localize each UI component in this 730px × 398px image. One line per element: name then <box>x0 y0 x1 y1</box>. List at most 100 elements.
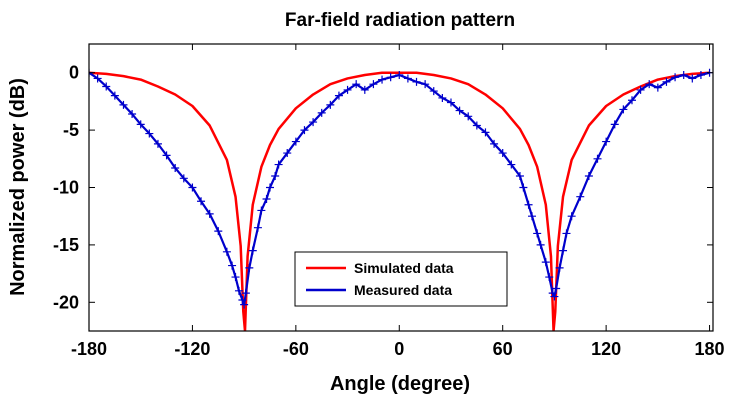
measured-point <box>265 183 274 192</box>
measured-point <box>343 85 352 94</box>
measured-point <box>536 240 545 249</box>
measured-point <box>696 70 705 79</box>
x-tick-label: -120 <box>174 339 210 359</box>
x-axis-label: Angle (degree) <box>330 373 470 395</box>
measured-point <box>136 120 145 129</box>
legend-label-simulated: Simulated data <box>354 260 454 276</box>
measured-point <box>602 137 611 146</box>
measured-point <box>253 223 262 232</box>
x-tick-label: 0 <box>394 339 404 359</box>
x-tick-label: 60 <box>493 339 513 359</box>
measured-point <box>481 128 490 137</box>
measured-point <box>110 91 119 100</box>
measured-point <box>271 172 280 181</box>
legend-label-measured: Measured data <box>354 282 452 298</box>
measured-point <box>653 83 662 92</box>
measured-point <box>326 100 335 109</box>
measured-point <box>171 163 180 172</box>
measured-point <box>567 212 576 221</box>
measured-point <box>234 286 243 295</box>
measured-point <box>179 174 188 183</box>
measured-point <box>162 151 171 160</box>
measured-point <box>455 106 464 115</box>
measured-point <box>309 118 318 127</box>
measured-point <box>214 227 223 236</box>
measured-point <box>128 110 137 119</box>
measured-point <box>636 85 645 94</box>
chart-title: Far-field radiation pattern <box>285 10 515 31</box>
measured-point <box>679 70 688 79</box>
measured-point <box>541 258 550 267</box>
measured-point <box>241 289 250 298</box>
measured-point <box>562 229 571 238</box>
y-tick-label: -15 <box>53 235 79 255</box>
measured-point <box>688 74 697 83</box>
measured-point <box>662 77 671 86</box>
measured-point <box>317 108 326 117</box>
y-tick-label: -20 <box>53 292 79 312</box>
measured-point <box>576 192 585 201</box>
x-tick-label: 180 <box>695 339 725 359</box>
measured-point <box>188 183 197 192</box>
legend-box <box>294 251 508 307</box>
y-tick-label: -5 <box>63 120 79 140</box>
measured-point <box>528 212 537 221</box>
measured-point <box>545 273 554 282</box>
measured-point <box>472 121 481 130</box>
measured-point <box>262 194 271 203</box>
measured-point <box>584 172 593 181</box>
measured-point <box>334 91 343 100</box>
measured-point <box>102 82 111 91</box>
measured-point <box>378 75 387 84</box>
measured-point <box>222 247 231 256</box>
measured-point <box>386 73 395 82</box>
measured-point <box>421 80 430 89</box>
measured-point <box>619 105 628 114</box>
legend: Simulated data Measured data <box>294 251 508 307</box>
measured-point <box>283 149 292 158</box>
measured-point <box>438 93 447 102</box>
measured-point <box>360 85 369 94</box>
measured-point <box>369 80 378 89</box>
measured-point <box>93 74 102 83</box>
measured-point <box>490 139 499 148</box>
measured-point <box>257 206 266 215</box>
measured-point <box>671 73 680 82</box>
measured-point <box>240 300 249 309</box>
x-tick-label: 120 <box>591 339 621 359</box>
measured-point <box>627 96 636 105</box>
measured-point <box>507 160 516 169</box>
measured-point <box>145 129 154 138</box>
measured-point <box>245 263 254 272</box>
measured-point <box>228 261 237 270</box>
measured-point <box>274 160 283 169</box>
measured-point <box>498 149 507 158</box>
measured-point <box>446 98 455 107</box>
measured-point <box>352 80 361 89</box>
measured-point <box>231 273 240 282</box>
measured-point <box>197 197 206 206</box>
y-tick-label: -10 <box>53 178 79 198</box>
measured-point <box>429 87 438 96</box>
measured-point <box>153 139 162 148</box>
measured-point <box>291 137 300 146</box>
measured-point <box>559 246 568 255</box>
measured-point <box>548 289 557 298</box>
measured-point <box>248 246 257 255</box>
measured-point <box>403 74 412 83</box>
measured-point <box>519 183 528 192</box>
measured-point <box>205 209 214 218</box>
measured-point <box>550 292 559 301</box>
measured-point <box>238 296 247 305</box>
measured-point <box>412 77 421 86</box>
x-tick-label: -180 <box>71 339 107 359</box>
measured-point <box>464 112 473 121</box>
measured-point <box>524 200 533 209</box>
x-tick-label: -60 <box>283 339 309 359</box>
y-axis-label: Normalized power (dB) <box>7 78 29 296</box>
measured-point <box>533 229 542 238</box>
measured-point <box>552 284 561 293</box>
measured-point <box>593 154 602 163</box>
y-tick-label: 0 <box>69 63 79 83</box>
